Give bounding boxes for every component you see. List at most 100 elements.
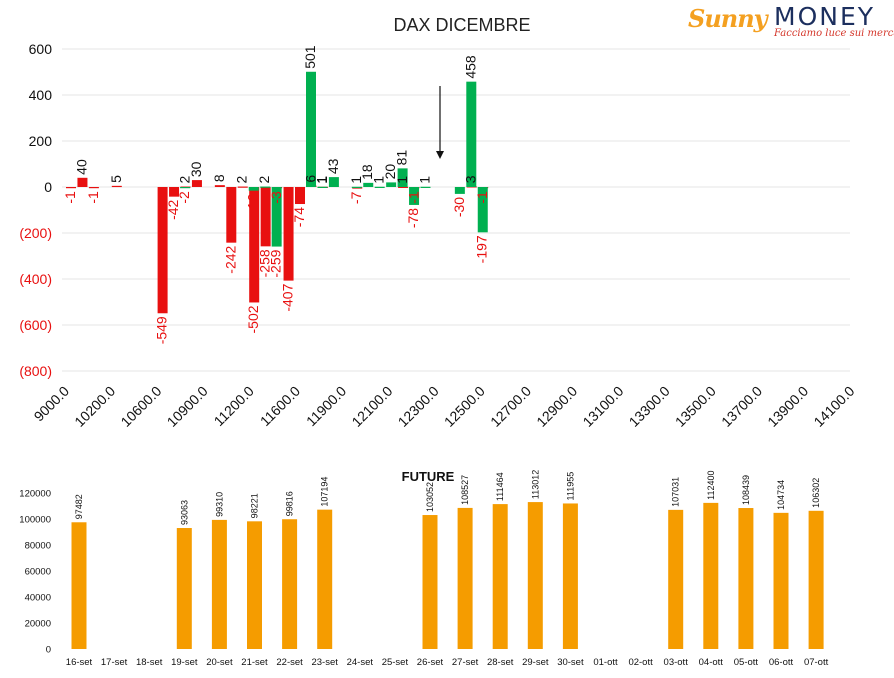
bottom-x-tick-label: 27-set [452,657,479,668]
bottom-x-tick-label: 26-set [417,657,444,668]
bottom-x-tick-label: 03-ott [664,657,689,668]
bottom-data-label: 106302 [811,478,821,508]
bottom-bar [422,515,438,649]
top-bar [306,71,316,187]
top-x-tick-label: 11600.0 [257,383,304,430]
top-bar [180,187,191,189]
top-data-label: -259 [268,249,284,277]
top-data-label: 1 [313,176,329,184]
bottom-x-tick-label: 24-set [347,657,374,668]
top-x-tick-label: 12700.0 [487,383,534,430]
top-bar [111,185,122,188]
top-y-tick-label: 0 [44,179,52,195]
top-x-tick-label: 12900.0 [533,383,580,430]
bottom-x-tick-label: 02-ott [628,657,653,668]
top-x-tick-label: 13300.0 [626,383,673,430]
bottom-x-tick-label: 21-set [241,657,268,668]
top-bar [237,186,248,188]
bottom-x-tick-label: 22-set [276,657,303,668]
bottom-x-tick-label: 16-set [66,657,93,668]
top-data-label: 81 [394,150,410,166]
bottom-bar [562,503,578,649]
top-data-label: 458 [462,55,478,79]
top-bar [191,180,202,187]
top-data-label: -2 [176,191,192,204]
bottom-data-label: 99816 [285,491,295,516]
top-data-label: 18 [359,164,375,180]
bottom-data-label: 107031 [671,477,681,507]
top-x-tick-label: 13700.0 [718,383,765,430]
top-y-tick-label: (200) [19,225,52,241]
top-bar [363,182,374,187]
top-bar [77,177,88,187]
dax-options-chart: DAX DICEMBRE 600 400 200 0 (200) (400) (600) (8… [19,15,857,430]
top-data-label: 30 [188,161,204,177]
top-data-label: 501 [302,45,318,69]
bottom-bar [738,508,754,649]
bottom-data-label: 93063 [179,500,189,525]
top-x-tick-label: 13100.0 [579,383,626,430]
top-x-tick-label: 10200.0 [71,383,118,430]
top-x-tick-label: 11900.0 [303,383,350,430]
bottom-y-tick-label: 120000 [19,489,51,500]
top-data-label: 1 [314,176,330,184]
top-data-label: -407 [280,283,296,311]
top-data-label: 20 [382,164,398,180]
top-bar [226,187,237,243]
bottom-y-tick-label: 100000 [19,515,51,526]
bottom-data-label: 111464 [495,472,505,501]
bottom-bar [282,519,298,649]
down-arrow-annotation [436,86,444,159]
bottom-bar [247,521,262,649]
top-x-tick-label: 10900.0 [164,383,211,430]
bottom-x-tick-label: 25-set [382,657,409,668]
top-data-label: -7 [348,191,364,204]
bottom-data-label: 97482 [74,494,84,519]
top-y-tick-label: (800) [19,363,52,379]
top-data-label: -549 [154,316,170,344]
bottom-chart-x-axis: 16-set 17-set 18-set 19-set 20-set 21-set 22-s… [66,657,829,668]
bottom-data-label: 108439 [741,475,751,505]
bottom-x-tick-label: 06-ott [769,657,794,668]
top-chart-title: DAX DICEMBRE [393,15,530,35]
top-bar [271,187,282,247]
top-data-label: 40 [73,159,89,175]
top-data-label: -258 [257,249,273,277]
top-bar [260,186,271,188]
top-x-tick-label: 11200.0 [211,383,258,430]
top-data-label: 43 [325,158,341,174]
bottom-data-label: 111955 [565,472,575,501]
top-bar [374,186,385,188]
bottom-chart-title: FUTURE [402,469,455,484]
bottom-x-tick-label: 18-set [136,657,163,668]
top-bar [283,187,294,281]
bottom-y-tick-label: 60000 [25,567,51,578]
logo-brand-first: Sunny [688,4,768,33]
top-data-label: -42 [165,199,181,219]
bottom-chart-y-axis: 120000 100000 80000 60000 40000 20000 0 [19,489,51,656]
top-data-label: -242 [222,245,238,273]
bottom-bar [668,509,684,649]
bottom-x-tick-label: 07-ott [804,657,829,668]
top-x-tick-label: 10600.0 [117,383,164,430]
logo-brand-second: MONEY [774,2,876,31]
top-bar [169,187,180,197]
top-bar [295,187,305,205]
top-bar [386,182,397,187]
bottom-data-label: 99310 [214,492,224,517]
bottom-data-label: 113012 [530,470,540,499]
top-x-tick-label: 9000.0 [31,383,73,425]
top-data-label: -1 [406,191,422,204]
bottom-data-label: 108527 [460,475,470,505]
top-x-tick-label: 12100.0 [348,383,395,430]
top-x-tick-label: 13500.0 [672,383,719,430]
bottom-x-tick-label: 19-set [171,657,198,668]
bottom-bar [317,509,333,649]
bottom-data-label: 104734 [776,480,786,510]
top-data-label: -3 [268,191,284,204]
top-data-label: -30 [451,197,467,217]
top-data-label: -1 [62,191,78,204]
bottom-chart-bars [71,502,824,649]
bottom-x-tick-label: 01-ott [593,657,618,668]
